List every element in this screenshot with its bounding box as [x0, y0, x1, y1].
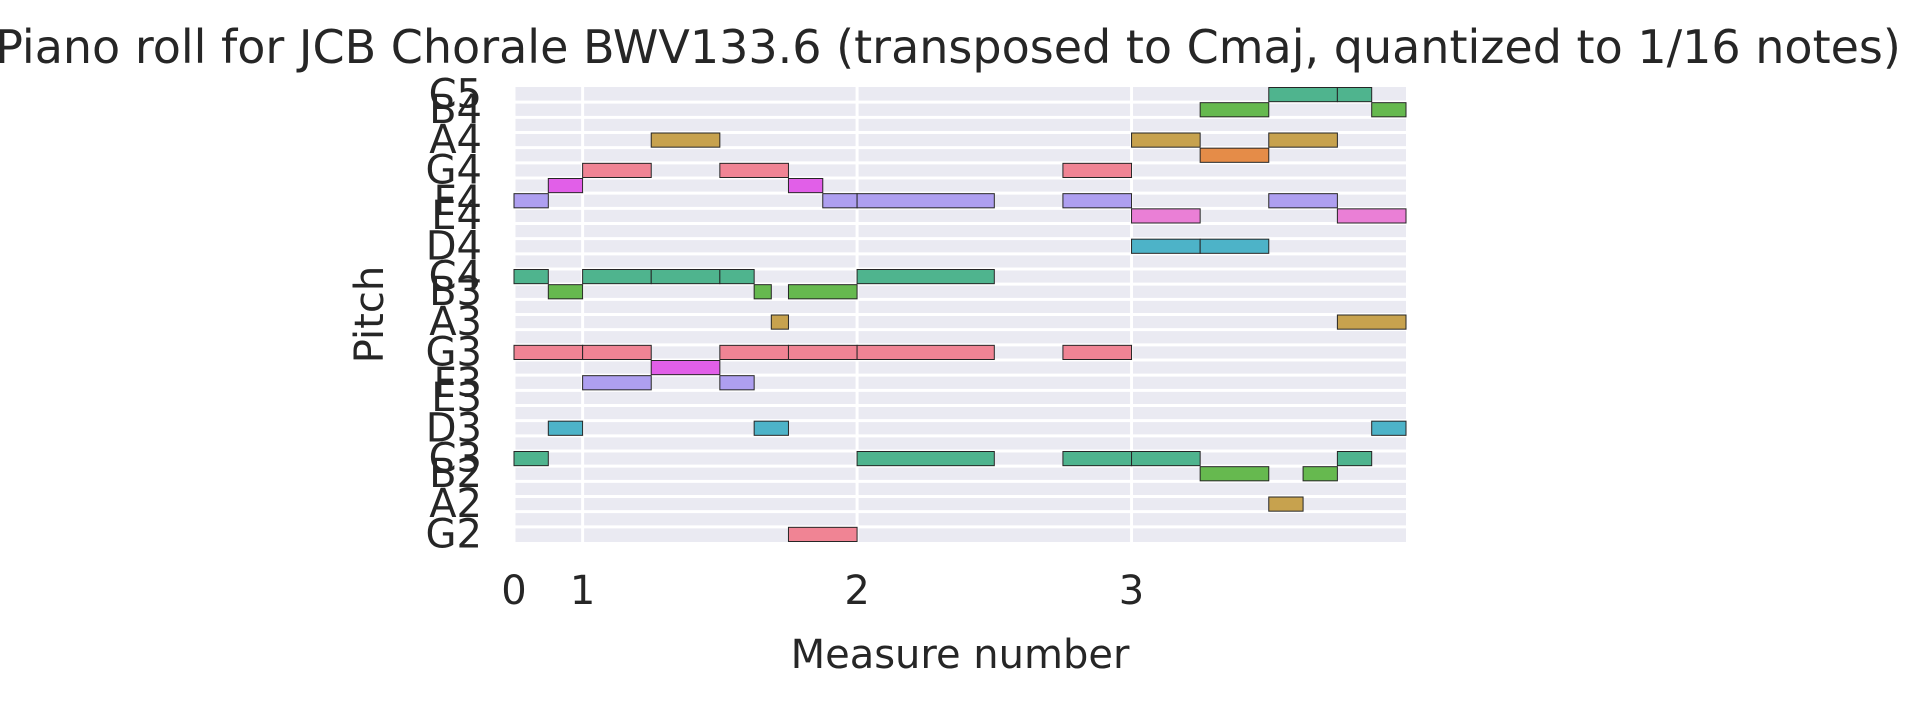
note-rect — [787, 526, 858, 542]
note-rect — [1131, 208, 1201, 224]
note-rect — [582, 375, 652, 391]
note-rect — [1371, 420, 1407, 436]
note-rect — [547, 420, 584, 436]
y-tick-label: G4 — [426, 147, 482, 193]
y-tick-label: C3 — [429, 436, 482, 482]
note-rect — [1062, 193, 1133, 209]
note-rect — [650, 132, 721, 148]
note-rect — [1268, 87, 1338, 103]
note-rect — [582, 344, 652, 361]
x-axis-label: Measure number — [791, 632, 1130, 678]
note-rect — [1336, 314, 1407, 330]
y-tick-label: G2 — [426, 511, 482, 557]
note-rect — [1131, 451, 1201, 467]
note-rect — [719, 344, 789, 361]
note-rect — [1131, 238, 1201, 254]
notes-layer — [513, 87, 1407, 542]
note-rect — [1268, 496, 1304, 512]
y-tick-label: A4 — [429, 117, 482, 163]
note-rect — [650, 360, 721, 376]
note-rect — [787, 344, 858, 361]
y-tick-label: B3 — [429, 269, 482, 315]
note-rect — [856, 344, 995, 361]
y-tick-label: C4 — [429, 254, 482, 300]
note-rect — [753, 420, 789, 436]
note-rect — [1268, 132, 1338, 148]
note-rect — [1371, 102, 1407, 118]
note-rect — [1199, 466, 1270, 482]
note-rect — [547, 178, 584, 194]
note-rect — [856, 451, 995, 467]
note-rect — [513, 344, 584, 361]
x-tick-label: 1 — [570, 568, 595, 614]
note-rect — [650, 269, 721, 285]
y-tick-label: G3 — [426, 329, 482, 375]
note-rect — [513, 193, 549, 209]
y-tick-label: B2 — [429, 451, 482, 497]
x-tick-label: 0 — [501, 568, 526, 614]
y-tick-label: A3 — [429, 299, 482, 345]
y-tick-label: E4 — [431, 193, 482, 239]
note-rect — [856, 269, 995, 285]
note-rect — [513, 451, 549, 467]
note-rect — [513, 269, 549, 285]
y-tick-label: B4 — [429, 87, 482, 133]
y-tick-label: F4 — [434, 178, 482, 224]
note-rect — [1199, 102, 1270, 118]
note-rect — [753, 284, 772, 300]
y-tick-label: D3 — [426, 405, 482, 451]
note-rect — [1062, 162, 1133, 178]
note-rect — [719, 162, 789, 178]
note-rect — [1336, 451, 1373, 467]
x-tick-label: 2 — [844, 568, 869, 614]
y-tick-label: E3 — [431, 375, 482, 421]
y-tick-label: C5 — [429, 72, 482, 118]
note-rect — [787, 178, 824, 194]
note-rect — [1336, 87, 1373, 103]
x-tick-label: 3 — [1119, 568, 1144, 614]
note-rect — [582, 162, 652, 178]
chart-title: Piano roll for JCB Chorale BWV133.6 (tra… — [0, 20, 1901, 74]
note-rect — [547, 284, 584, 300]
note-rect — [719, 375, 755, 391]
note-rect — [719, 269, 755, 285]
note-rect — [1336, 208, 1407, 224]
note-rect — [1062, 451, 1133, 467]
note-rect — [822, 193, 858, 209]
note-rect — [1131, 132, 1201, 148]
note-rect — [1302, 466, 1338, 482]
note-rect — [770, 314, 789, 330]
note-rect — [856, 193, 995, 209]
y-tick-label: A2 — [429, 481, 482, 527]
y-tick-label: F3 — [434, 360, 482, 406]
note-rect — [582, 269, 652, 285]
y-tick-label: D4 — [426, 223, 482, 269]
note-rect — [1268, 193, 1338, 209]
note-rect — [1062, 344, 1133, 361]
note-rect — [787, 284, 858, 300]
note-rect — [1199, 238, 1270, 254]
note-rect — [1199, 147, 1270, 163]
y-axis-label: Pitch — [347, 266, 393, 363]
